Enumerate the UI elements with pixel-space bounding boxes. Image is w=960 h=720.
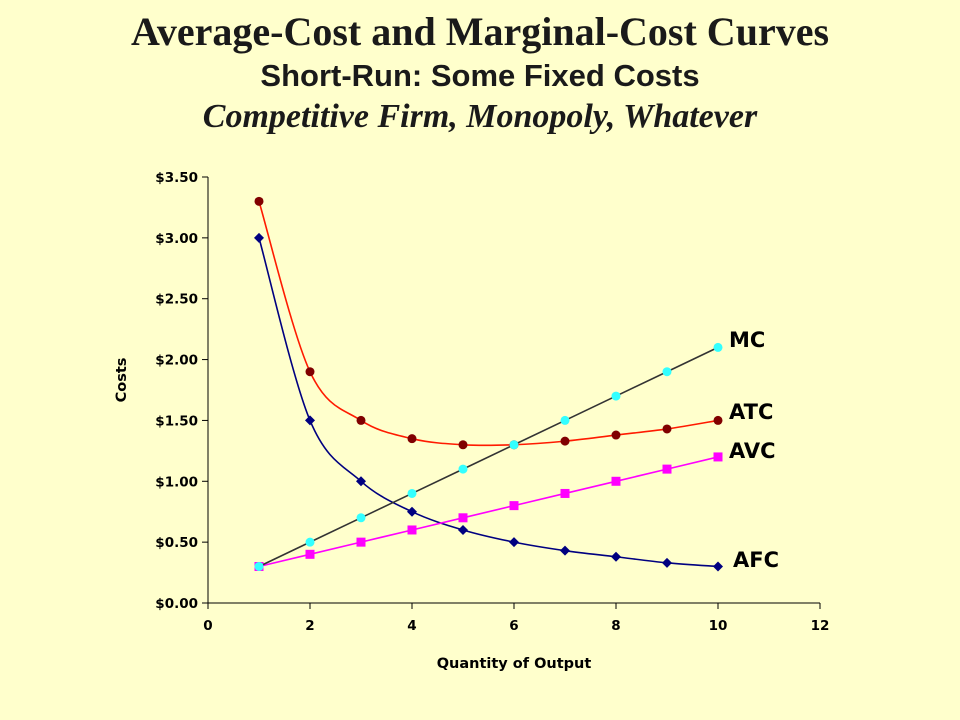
mc-point <box>611 391 621 401</box>
atc-point <box>305 367 315 377</box>
atc-point <box>356 415 366 425</box>
chart-subtitle: Short-Run: Some Fixed Costs <box>260 58 700 93</box>
chart-subtitle-italic: Competitive Firm, Monopoly, Whatever <box>202 98 758 135</box>
mc-label: MC <box>729 328 765 352</box>
x-tick-label: 8 <box>611 618 620 634</box>
avc-point <box>305 549 315 559</box>
chart-titles: Average-Cost and Marginal-Cost Curves Sh… <box>0 8 960 138</box>
avc-point <box>662 464 672 474</box>
avc-point <box>356 537 366 547</box>
avc-point <box>611 476 621 486</box>
mc-point <box>407 488 417 498</box>
x-tick-label: 0 <box>203 618 212 634</box>
avc-label: AVC <box>729 439 776 463</box>
series-avc: AVC <box>254 439 776 571</box>
afc-point <box>713 561 723 572</box>
avc-point <box>509 501 519 511</box>
afc-point <box>611 551 621 562</box>
axes: $0.00 $0.50 $1.00 $1.50 $2.00 $2.50 $3.00 $3.50… <box>155 170 829 634</box>
mc-point <box>713 342 723 352</box>
mc-point <box>662 367 672 377</box>
x-axis-title: Quantity of Output <box>437 656 592 672</box>
x-tick-label: 12 <box>811 618 830 634</box>
mc-line <box>258 346 719 568</box>
atc-point <box>458 440 468 450</box>
x-tick-label: 6 <box>509 618 518 634</box>
afc-point <box>254 232 264 243</box>
y-tick-label: $3.50 <box>155 170 198 186</box>
x-tick-label: 10 <box>709 618 728 634</box>
atc-point <box>713 415 723 425</box>
atc-line <box>258 201 719 447</box>
atc-point <box>611 430 621 440</box>
avc-point <box>560 488 570 498</box>
atc-point <box>407 434 417 444</box>
avc-point <box>407 525 417 535</box>
y-tick-label: $2.50 <box>155 292 198 308</box>
atc-point <box>662 424 672 434</box>
y-tick-label: $1.00 <box>155 474 198 490</box>
afc-point <box>560 545 570 556</box>
afc-point <box>356 476 366 487</box>
mc-point <box>509 440 519 450</box>
x-tick-label: 4 <box>407 618 416 634</box>
y-tick-label: $0.00 <box>155 596 198 612</box>
series-layer: AFC ATC AVC MC <box>254 196 779 572</box>
mc-point <box>560 415 570 425</box>
mc-point <box>356 513 366 523</box>
y-tick-label: $1.50 <box>155 413 198 429</box>
avc-point <box>458 513 468 523</box>
atc-label: ATC <box>729 400 773 424</box>
y-tick-label: $0.50 <box>155 535 198 551</box>
y-tick-label: $2.00 <box>155 353 198 369</box>
chart-title: Average-Cost and Marginal-Cost Curves <box>130 9 830 54</box>
avc-line <box>258 456 719 568</box>
afc-point <box>407 506 417 517</box>
atc-point <box>560 436 570 446</box>
x-tick-label: 2 <box>305 618 314 634</box>
series-afc: AFC <box>254 232 779 572</box>
afc-point <box>305 415 315 426</box>
series-mc: MC <box>254 328 765 571</box>
y-tick-label: $3.00 <box>155 231 198 247</box>
afc-point <box>662 557 672 568</box>
avc-point <box>713 452 723 462</box>
afc-label: AFC <box>733 548 779 572</box>
afc-line <box>258 237 719 568</box>
afc-point <box>509 537 519 548</box>
mc-point <box>458 464 468 474</box>
y-axis-title: Costs <box>114 358 130 403</box>
afc-point <box>458 524 468 535</box>
mc-point <box>305 537 315 547</box>
mc-point <box>254 561 264 571</box>
series-atc: ATC <box>254 196 773 450</box>
atc-point <box>254 196 264 206</box>
